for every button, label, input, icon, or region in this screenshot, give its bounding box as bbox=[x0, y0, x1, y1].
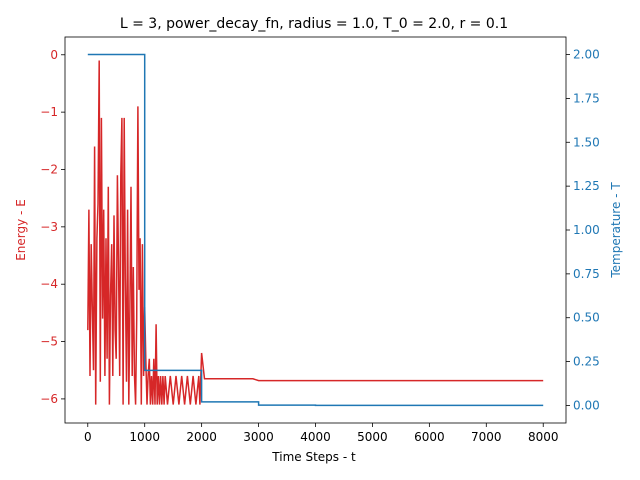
x-tick-label: 2000 bbox=[186, 430, 217, 444]
x-tick-label: 3000 bbox=[243, 430, 274, 444]
left-y-axis-label: Energy - E bbox=[14, 199, 28, 261]
x-tick-label: 1000 bbox=[129, 430, 160, 444]
x-axis: 0 1000 2000 3000 4000 5000 6000 7000 8000 bbox=[84, 423, 559, 444]
left-y-tick-label: −1 bbox=[40, 105, 58, 119]
plot-area bbox=[87, 53, 544, 407]
x-tick-label: 5000 bbox=[357, 430, 388, 444]
x-tick-label: 0 bbox=[84, 430, 92, 444]
left-y-tick-label: 0 bbox=[50, 48, 58, 62]
left-y-tick-label: −2 bbox=[40, 162, 58, 176]
left-y-tick-label: −6 bbox=[40, 392, 58, 406]
right-y-tick-label: 0.50 bbox=[573, 311, 600, 325]
x-tick-label: 4000 bbox=[300, 430, 331, 444]
left-y-tick-label: −5 bbox=[40, 335, 58, 349]
x-axis-label: Time Steps - t bbox=[271, 450, 356, 464]
right-y-tick-label: 1.50 bbox=[573, 135, 600, 149]
x-tick-label: 8000 bbox=[528, 430, 559, 444]
right-y-tick-label: 0.00 bbox=[573, 398, 600, 412]
right-y-axis: 0.00 0.25 0.50 0.75 1.00 1.25 1.50 1.75 2.00 bbox=[566, 48, 600, 412]
right-y-tick-label: 1.00 bbox=[573, 223, 600, 237]
left-y-tick-label: −4 bbox=[40, 277, 58, 291]
left-y-axis: 0 −1 −2 −3 −4 −5 −6 bbox=[40, 48, 65, 406]
right-y-tick-label: 1.25 bbox=[573, 179, 600, 193]
right-y-tick-label: 0.25 bbox=[573, 355, 600, 369]
energy-series-line bbox=[87, 60, 544, 405]
x-tick-label: 6000 bbox=[414, 430, 445, 444]
x-tick-label: 7000 bbox=[471, 430, 502, 444]
right-y-axis-label: Temperature - T bbox=[609, 182, 623, 279]
right-y-tick-label: 1.75 bbox=[573, 91, 600, 105]
temperature-series-line bbox=[87, 53, 544, 407]
chart-title: L = 3, power_decay_fn, radius = 1.0, T_0… bbox=[120, 16, 508, 32]
right-y-tick-label: 0.75 bbox=[573, 267, 600, 281]
left-y-tick-label: −3 bbox=[40, 220, 58, 234]
right-y-tick-label: 2.00 bbox=[573, 48, 600, 62]
